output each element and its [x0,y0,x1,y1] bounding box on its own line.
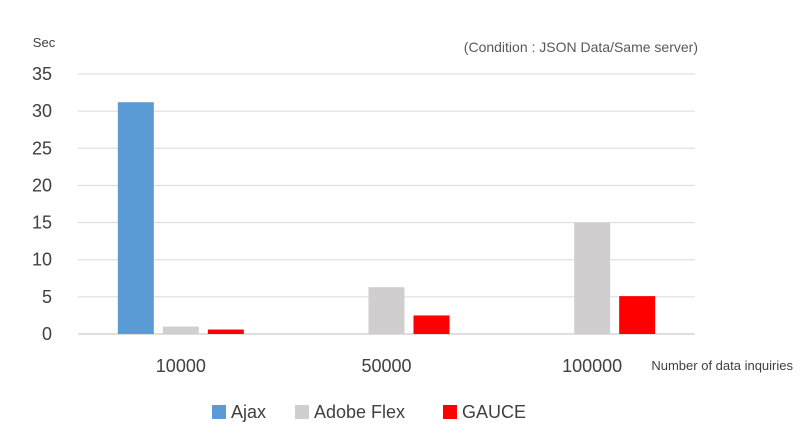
y-tick-label: 25 [32,138,52,158]
bar-gauce [413,315,450,334]
y-tick-label: 10 [32,250,52,270]
x-axis-categories: 10000 50000 100000 [156,356,622,376]
x-category-label: 100000 [562,356,622,376]
bar-ajax [117,102,154,334]
legend-swatch [212,405,226,419]
y-axis-label: Sec [33,35,56,50]
legend-label: Adobe Flex [314,402,405,422]
bars [117,102,656,334]
legend-swatch [443,405,457,419]
y-tick-label: 15 [32,213,52,233]
bar-adobe-flex [368,287,405,334]
legend-swatch [295,405,309,419]
y-tick-label: 20 [32,175,52,195]
bar-adobe-flex [574,222,611,334]
x-category-label: 10000 [156,356,206,376]
x-category-label: 50000 [361,356,411,376]
bar-adobe-flex [162,326,199,334]
bar-gauce [207,329,244,334]
x-axis-label: Number of data inquiries [651,358,793,373]
y-tick-label: 5 [42,287,52,307]
legend-label: GAUCE [462,402,526,422]
y-tick-label: 0 [42,324,52,344]
condition-annotation: (Condition : JSON Data/Same server) [464,39,698,55]
legend: Ajax Adobe Flex GAUCE [212,402,526,422]
y-axis-ticks: 0 5 10 15 20 25 30 35 [32,64,52,344]
bar-gauce [619,296,656,334]
y-tick-label: 30 [32,101,52,121]
legend-label: Ajax [231,402,266,422]
gridlines [78,73,695,335]
y-tick-label: 35 [32,64,52,84]
